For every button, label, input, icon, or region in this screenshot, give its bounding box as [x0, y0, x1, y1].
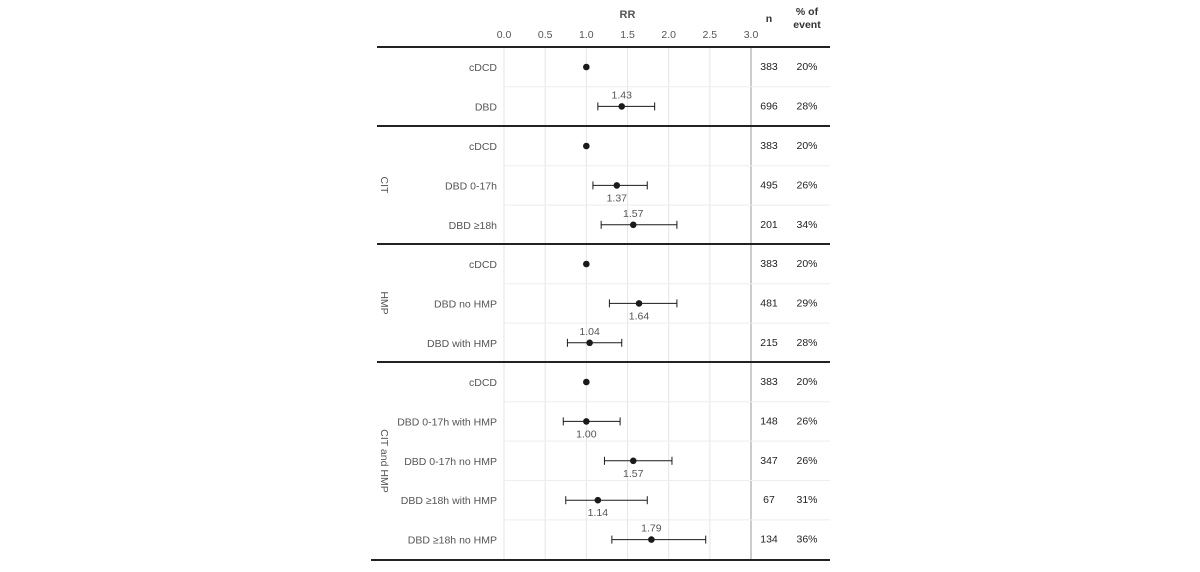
point-estimate — [635, 300, 643, 307]
rr-label: 1.79 — [641, 523, 662, 535]
point-estimate — [583, 142, 590, 150]
point-estimate — [583, 418, 590, 425]
group-label: CIT and HMP — [378, 429, 390, 492]
n-value: 495 — [760, 179, 778, 191]
n-value: 148 — [760, 415, 778, 427]
rr-label: 1.04 — [579, 326, 600, 338]
tick-label: 1.5 — [620, 29, 635, 41]
tick-label: 2.0 — [661, 29, 676, 41]
point-estimate — [583, 378, 590, 386]
tick-label: 2.5 — [703, 29, 718, 41]
row-label: cDCD — [469, 259, 497, 271]
row-label: cDCD — [469, 141, 497, 153]
point-estimate — [583, 260, 590, 268]
event-value: 28% — [796, 337, 817, 349]
column-header-event: % of — [796, 6, 819, 18]
column-header-n: n — [766, 13, 772, 25]
event-value: 28% — [796, 100, 817, 112]
row-label: DBD 0-17h with HMP — [397, 416, 497, 428]
point-estimate — [648, 536, 655, 543]
event-value: 36% — [796, 534, 817, 546]
rr-label: 1.57 — [623, 468, 644, 480]
tick-label: 3.0 — [744, 29, 759, 41]
n-value: 215 — [760, 337, 778, 349]
event-value: 20% — [796, 376, 817, 388]
row-label: DBD 0-17h — [445, 180, 497, 192]
rr-label: 1.43 — [612, 89, 633, 101]
row-label: DBD no HMP — [434, 298, 497, 310]
row-label: cDCD — [469, 62, 497, 74]
event-value: 20% — [796, 61, 817, 73]
point-estimate — [618, 103, 626, 110]
event-value: 20% — [796, 258, 817, 270]
row-label: DBD — [475, 101, 498, 113]
row-label: DBD with HMP — [427, 338, 497, 350]
n-value: 696 — [760, 100, 778, 112]
point-estimate — [586, 339, 593, 347]
event-value: 26% — [796, 415, 817, 427]
group-label: CIT — [378, 177, 390, 195]
axis-title: RR — [620, 9, 636, 21]
row-label: DBD ≥18h with HMP — [401, 495, 497, 507]
point-estimate — [629, 221, 637, 229]
n-value: 383 — [760, 258, 778, 270]
rr-label: 1.57 — [623, 208, 644, 220]
point-estimate — [629, 457, 637, 465]
n-value: 201 — [760, 219, 778, 231]
rr-label: 1.14 — [588, 507, 609, 519]
rr-label: 1.37 — [607, 192, 628, 204]
point-estimate — [594, 496, 602, 504]
event-value: 31% — [796, 494, 817, 506]
tick-label: 0.0 — [497, 29, 512, 41]
n-value: 481 — [760, 297, 778, 309]
event-value: 29% — [796, 297, 817, 309]
row-label: DBD ≥18h no HMP — [408, 535, 497, 547]
tick-label: 0.5 — [538, 29, 553, 41]
point-estimate — [583, 63, 590, 71]
n-value: 383 — [760, 140, 778, 152]
rr-label: 1.64 — [629, 310, 650, 322]
n-value: 67 — [763, 494, 775, 506]
n-value: 347 — [760, 455, 778, 467]
event-value: 26% — [796, 455, 817, 467]
event-value: 26% — [796, 179, 817, 191]
row-label: DBD 0-17h no HMP — [404, 456, 497, 468]
group-label: HMP — [378, 291, 390, 314]
rr-label: 1.00 — [576, 428, 597, 440]
row-label: DBD ≥18h — [449, 220, 498, 232]
n-value: 134 — [760, 534, 778, 546]
row-label: cDCD — [469, 377, 497, 389]
event-value: 34% — [796, 219, 817, 231]
event-value: 20% — [796, 140, 817, 152]
tick-label: 1.0 — [579, 29, 594, 41]
n-value: 383 — [760, 61, 778, 73]
point-estimate — [613, 182, 621, 189]
column-header-event: event — [793, 19, 821, 31]
n-value: 383 — [760, 376, 778, 388]
